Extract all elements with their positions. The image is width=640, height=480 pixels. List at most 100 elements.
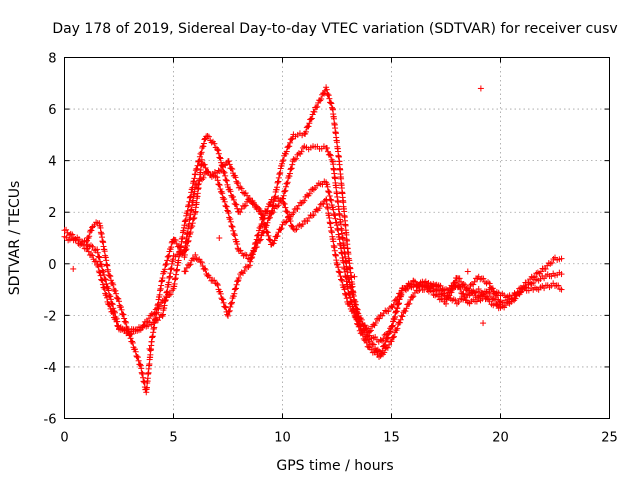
series-satellite-track-d-point	[486, 280, 493, 287]
series-satellite-track-a-point	[165, 253, 172, 260]
series-satellite-track-c-point	[286, 173, 293, 180]
series-satellite-track-a-point	[119, 310, 126, 317]
series-satellite-track-c-point	[238, 185, 245, 192]
series-satellite-track-c-point	[276, 198, 283, 205]
series-satellite-track-d-point	[402, 285, 409, 292]
series-satellite-track-d-point	[228, 300, 235, 307]
series-satellite-track-b-point	[151, 310, 158, 317]
series-satellite-track-d-point	[225, 312, 231, 319]
series-satellite-track-b-point	[282, 219, 289, 226]
series-satellite-track-a-point	[289, 135, 296, 142]
series-satellite-track-c-point	[107, 293, 114, 300]
series-satellite-track-b-point	[330, 210, 337, 217]
series-satellite-track-a-point	[63, 226, 70, 233]
series-satellite-track-d-point	[448, 287, 455, 294]
series-satellite-track-c-point	[179, 250, 186, 257]
series-satellite-track-b-point	[91, 258, 98, 265]
series-satellite-track-c-point	[457, 286, 464, 293]
series-satellite-track-c-point	[83, 238, 90, 245]
series-satellite-track-b-point	[266, 236, 273, 243]
series-satellite-track-d-point	[201, 265, 208, 272]
y-tick-label: 0	[48, 258, 56, 273]
series-satellite-track-a-point	[231, 230, 238, 237]
series-satellite-track-c-point	[289, 161, 296, 168]
series-satellite-track-d-point	[255, 227, 262, 234]
series-satellite-track-b-point	[192, 171, 199, 178]
series-satellite-track-a-point	[314, 103, 321, 110]
series-satellite-track-b-point	[368, 346, 375, 353]
series-satellite-track-c-point	[435, 287, 442, 294]
series-satellite-track-d-point	[187, 261, 194, 268]
series-satellite-track-a-point	[202, 164, 209, 171]
series-satellite-track-d-point	[339, 277, 346, 284]
series-satellite-track-b-point	[230, 193, 237, 200]
series-satellite-track-d-point	[353, 314, 360, 321]
series-satellite-track-c-point	[492, 297, 499, 304]
series-satellite-track-d-point	[248, 255, 255, 262]
series-satellite-track-a-point	[370, 341, 377, 348]
series-satellite-track-b-point	[324, 183, 331, 190]
series-satellite-track-c-point	[215, 167, 222, 174]
series-satellite-track-d-point	[219, 296, 226, 303]
series-satellite-track-c-point	[272, 203, 279, 210]
series-satellite-track-c-point	[287, 166, 294, 173]
series-satellite-track-d-point	[316, 205, 323, 212]
series-satellite-track-a-point	[164, 257, 171, 264]
series-satellite-track-b-point	[241, 203, 248, 210]
series-satellite-track-c-point	[274, 203, 281, 210]
series-isolated-points-point	[351, 273, 358, 280]
series-satellite-track-c-point	[225, 158, 232, 165]
series-satellite-track-c-point	[100, 268, 107, 275]
series-satellite-track-b-point	[534, 269, 541, 276]
series-satellite-track-a-point	[233, 238, 240, 245]
series-satellite-track-d-point	[225, 308, 232, 315]
series-satellite-track-c-point	[346, 276, 353, 283]
series-satellite-track-b-point	[301, 197, 308, 204]
series-satellite-track-b-point	[215, 147, 222, 154]
series-satellite-track-c-point	[380, 335, 387, 342]
series-satellite-track-d-point	[335, 268, 342, 275]
series-satellite-track-b-point	[167, 291, 174, 298]
series-satellite-track-a-point	[221, 196, 228, 203]
series-satellite-track-b-point	[391, 333, 398, 340]
series-satellite-track-b-point	[195, 158, 202, 165]
series-satellite-track-c-point	[350, 292, 357, 299]
series-satellite-track-d-point	[182, 268, 189, 275]
series-satellite-track-a-point	[133, 352, 140, 359]
series-satellite-track-d-point	[288, 222, 295, 229]
series-satellite-track-d-point	[452, 279, 459, 286]
series-satellite-track-b-point	[196, 153, 203, 160]
series-satellite-track-d-point	[231, 286, 238, 293]
series-satellite-track-d-point	[428, 288, 435, 295]
series-satellite-track-b-point	[145, 315, 152, 322]
series-satellite-track-a-point	[306, 120, 313, 127]
series-satellite-track-d-point	[211, 277, 218, 284]
series-satellite-track-a-point	[450, 296, 457, 303]
series-satellite-track-b-point	[194, 162, 201, 169]
series-satellite-track-a-point	[214, 177, 221, 184]
series-satellite-track-c-point	[226, 161, 233, 168]
series-satellite-track-c-point	[284, 180, 291, 187]
series-satellite-track-a-point	[112, 287, 119, 294]
series-satellite-track-a-point	[86, 233, 93, 240]
series-satellite-track-a-point	[88, 227, 95, 234]
series-satellite-track-c-point	[348, 284, 355, 291]
series-satellite-track-a-point	[168, 244, 175, 251]
chart-title: Day 178 of 2019, Sidereal Day-to-day VTE…	[52, 21, 617, 37]
series-satellite-track-b-point	[399, 313, 406, 320]
series-satellite-track-d-point	[313, 206, 320, 213]
series-satellite-track-d-point	[255, 231, 262, 238]
series-satellite-track-b-point	[471, 289, 478, 296]
series-satellite-track-c-point	[244, 192, 251, 199]
series-satellite-track-a-point	[121, 315, 128, 322]
series-satellite-track-a-point	[324, 90, 331, 97]
series-satellite-track-a-point	[382, 338, 389, 345]
series-satellite-track-b-point	[363, 339, 370, 346]
series-isolated-points-point	[464, 268, 471, 275]
series-satellite-track-d-point	[393, 297, 400, 304]
y-tick-label: -4	[44, 361, 57, 376]
series-satellite-track-d-point	[254, 232, 261, 239]
series-satellite-track-d-point	[253, 239, 260, 246]
series-satellite-track-c-point	[298, 148, 305, 155]
series-satellite-track-c-point	[105, 287, 112, 294]
